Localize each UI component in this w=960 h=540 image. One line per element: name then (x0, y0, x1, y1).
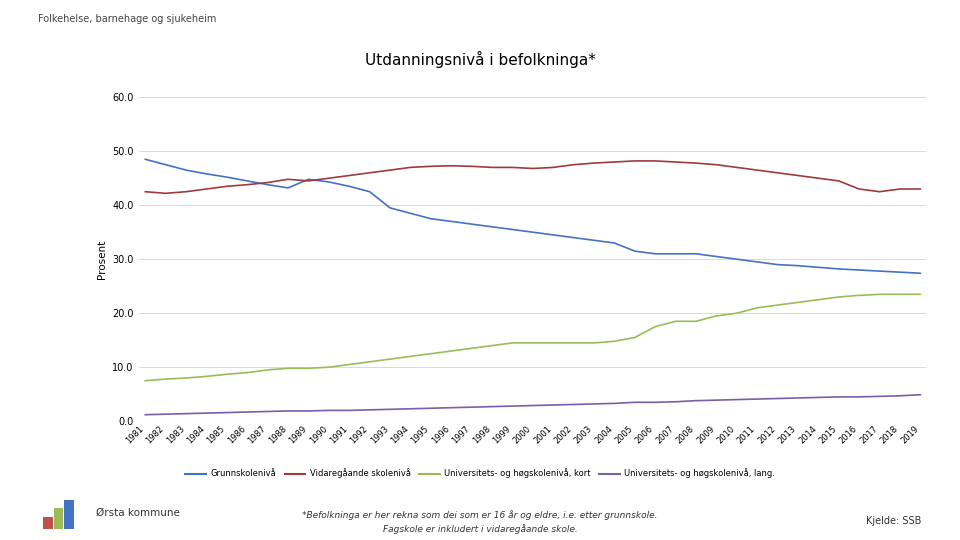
Legend: Grunnskolenivå, Vidaregåande skolenivå, Universitets- og høgskolenivå, kort, Uni: Grunnskolenivå, Vidaregåande skolenivå, … (182, 465, 778, 482)
Text: *Befolkninga er her rekna som dei som er 16 år og eldre, i.e. etter grunnskole.: *Befolkninga er her rekna som dei som er… (302, 510, 658, 520)
Text: Ørsta kommune: Ørsta kommune (96, 507, 180, 517)
Text: Folkehelse, barnehage og sjukeheim: Folkehelse, barnehage og sjukeheim (38, 14, 217, 24)
Y-axis label: Prosent: Prosent (97, 240, 107, 279)
Text: Fagskole er inkludert i vidaregåande skole.: Fagskole er inkludert i vidaregåande sko… (383, 524, 577, 534)
Text: Utdanningsnivå i befolkninga*: Utdanningsnivå i befolkninga* (365, 50, 595, 68)
Text: Kjelde: SSB: Kjelde: SSB (866, 516, 922, 526)
